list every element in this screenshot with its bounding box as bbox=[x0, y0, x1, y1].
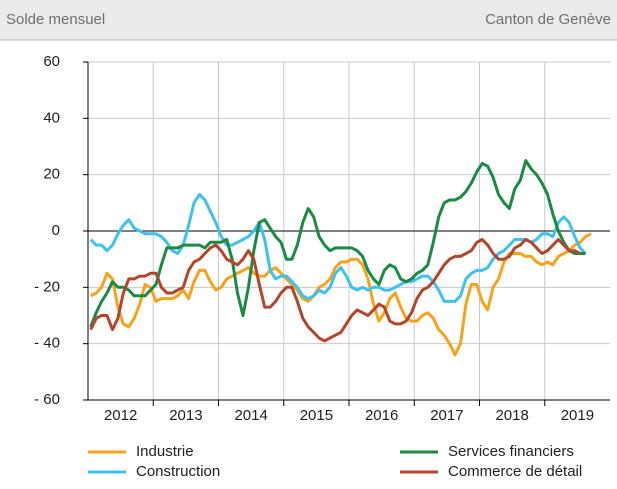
x-tick-label: 2016 bbox=[365, 407, 398, 424]
series-line bbox=[89, 159, 586, 328]
legend-label: Industrie bbox=[136, 443, 194, 460]
y-tick-label: 0 bbox=[52, 222, 60, 239]
header-left: Solde mensuel bbox=[6, 11, 105, 28]
y-tick-label: - 20 bbox=[34, 278, 60, 295]
y-tick-label: 20 bbox=[43, 166, 60, 183]
y-tick-label: - 60 bbox=[34, 391, 60, 408]
series-line bbox=[89, 192, 587, 303]
y-tick-label: 60 bbox=[43, 53, 60, 70]
x-tick-label: 2012 bbox=[104, 407, 137, 424]
header-right: Canton de Genève bbox=[485, 11, 611, 28]
y-tick-label: - 40 bbox=[34, 335, 60, 352]
x-tick-label: 2014 bbox=[234, 407, 267, 424]
legend-label: Commerce de détail bbox=[448, 463, 582, 480]
x-tick-label: 2015 bbox=[300, 407, 333, 424]
series-line bbox=[89, 238, 581, 343]
x-tick-label: 2018 bbox=[495, 407, 528, 424]
legend-label: Services financiers bbox=[448, 443, 574, 460]
x-tick-label: 2013 bbox=[169, 407, 202, 424]
y-tick-label: 40 bbox=[43, 109, 60, 126]
header-bar bbox=[0, 0, 617, 40]
legend-label: Construction bbox=[136, 463, 220, 480]
x-tick-label: 2019 bbox=[561, 407, 594, 424]
x-tick-label: 2017 bbox=[430, 407, 463, 424]
